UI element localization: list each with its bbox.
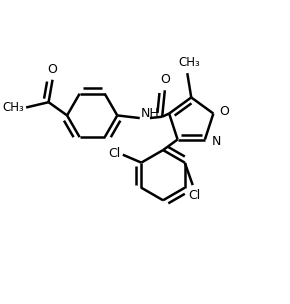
Text: CH₃: CH₃ bbox=[178, 57, 200, 70]
Text: CH₃: CH₃ bbox=[2, 101, 24, 114]
Text: O: O bbox=[160, 73, 170, 86]
Text: O: O bbox=[219, 105, 229, 118]
Text: Cl: Cl bbox=[188, 189, 201, 202]
Text: NH: NH bbox=[141, 108, 160, 120]
Text: Cl: Cl bbox=[108, 147, 121, 160]
Text: N: N bbox=[211, 135, 221, 148]
Text: O: O bbox=[48, 63, 57, 76]
